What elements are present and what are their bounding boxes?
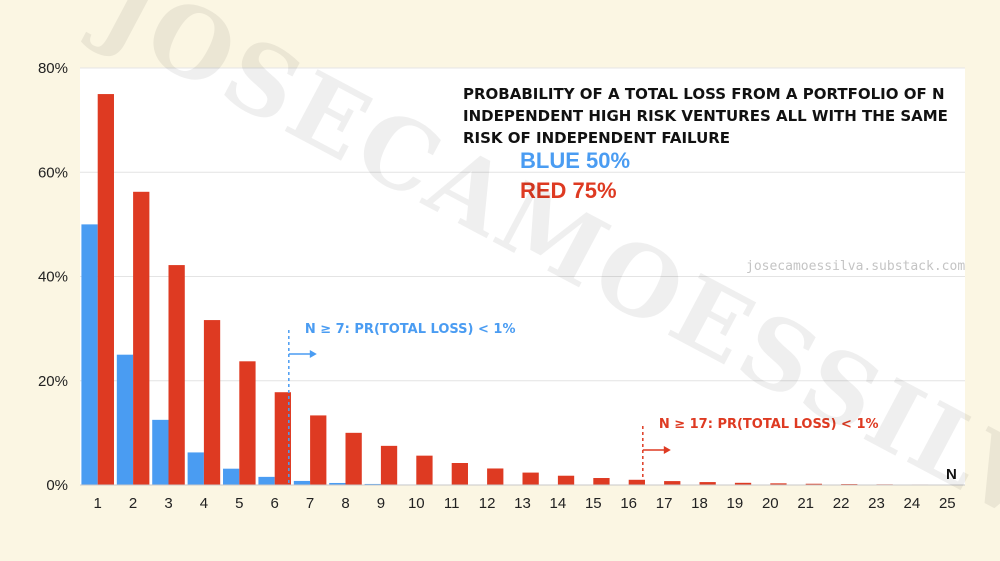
red-bar [203, 320, 221, 485]
red-bar [133, 191, 150, 485]
x-tick-label: 13 [514, 495, 531, 512]
red-bar [557, 475, 575, 485]
blue-bar [116, 354, 134, 485]
red-bar [770, 483, 787, 485]
y-tick-label: 40% [38, 269, 68, 286]
red-bar [451, 463, 468, 485]
chart-title-line-2: INDEPENDENT HIGH RISK VENTURES ALL WITH … [463, 107, 948, 125]
red-bar [97, 94, 114, 485]
x-tick-label: 4 [200, 495, 208, 512]
red-bar [699, 482, 716, 485]
red-bar [805, 483, 822, 485]
y-tick-label: 60% [38, 164, 68, 181]
x-tick-label: 21 [797, 495, 814, 512]
x-tick-label: 14 [550, 495, 567, 512]
x-tick-label: 15 [585, 495, 602, 512]
gridlines [80, 67, 965, 382]
blue-bar [329, 482, 346, 485]
x-tick-label: 20 [762, 495, 779, 512]
x-tick-label: 17 [656, 495, 673, 512]
chart-title-line-1: PROBABILITY OF A TOTAL LOSS FROM A PORTF… [463, 85, 945, 103]
y-tick-label: 20% [38, 373, 68, 390]
annotations: N ≥ 7: PR(TOTAL LOSS) < 1% N ≥ 17: PR(TOT… [288, 322, 879, 485]
red-bar [416, 455, 433, 485]
blue-bar [81, 224, 98, 485]
blue-bar [258, 476, 275, 485]
x-tick-label: 12 [479, 495, 496, 512]
x-tick-label: 22 [833, 495, 850, 512]
x-tick-label: 11 [444, 495, 460, 512]
legend-blue-label: BLUE 50% [520, 148, 630, 173]
x-tick-label: 5 [235, 495, 243, 512]
annotation-label: N ≥ 17: PR(TOTAL LOSS) < 1% [659, 417, 879, 432]
x-tick-label: 9 [377, 495, 385, 512]
x-tick-label: 24 [904, 495, 921, 512]
annotation-arrow-icon [663, 446, 671, 454]
annotation-arrow-icon [309, 350, 317, 358]
x-tick-label: 1 [94, 495, 102, 512]
annotation-label: N ≥ 7: PR(TOTAL LOSS) < 1% [305, 322, 516, 337]
y-axis-ticks: 0% 20% 40% 60% 80% [38, 60, 68, 494]
red-bar [380, 445, 398, 485]
red-bar [664, 481, 681, 485]
x-tick-label: 23 [868, 495, 885, 512]
x-tick-label: 19 [727, 495, 744, 512]
x-axis-label: N [946, 466, 957, 483]
chart-title-line-3: RISK OF INDEPENDENT FAILURE [463, 129, 730, 147]
y-tick-label: 0% [46, 477, 68, 494]
x-tick-label: 8 [341, 495, 349, 512]
legend-red-label: RED 75% [520, 178, 617, 203]
credit-text: josecamoessilva.substack.com [746, 259, 965, 274]
y-tick-label: 80% [38, 60, 68, 77]
red-bar [734, 482, 752, 485]
red-bar [310, 415, 327, 485]
red-bar [168, 265, 185, 485]
red-bar [593, 478, 610, 485]
blue-bar [152, 419, 169, 485]
blue-bar [223, 468, 240, 485]
x-axis-ticks: 1 2 3 4 5 6 7 8 9 10 11 12 13 14 15 16 17 18 19 20 21 22 23 24 2… [94, 495, 956, 512]
x-tick-label: 18 [691, 495, 708, 512]
blue-bar [187, 452, 204, 485]
x-tick-label: 25 [939, 495, 956, 512]
x-tick-label: 3 [164, 495, 172, 512]
red-bar [274, 392, 291, 485]
blue-bar [293, 480, 311, 485]
red-bar [345, 432, 362, 485]
red-bar [628, 479, 645, 485]
x-tick-label: 7 [306, 495, 314, 512]
red-bar [522, 472, 539, 485]
x-tick-label: 10 [408, 495, 425, 512]
bars-group [81, 94, 964, 485]
blue-bar [364, 483, 381, 485]
red-bar [239, 361, 256, 485]
x-tick-label: 2 [129, 495, 137, 512]
red-bar [487, 468, 504, 485]
x-tick-label: 16 [620, 495, 637, 512]
x-tick-label: 6 [271, 495, 279, 512]
